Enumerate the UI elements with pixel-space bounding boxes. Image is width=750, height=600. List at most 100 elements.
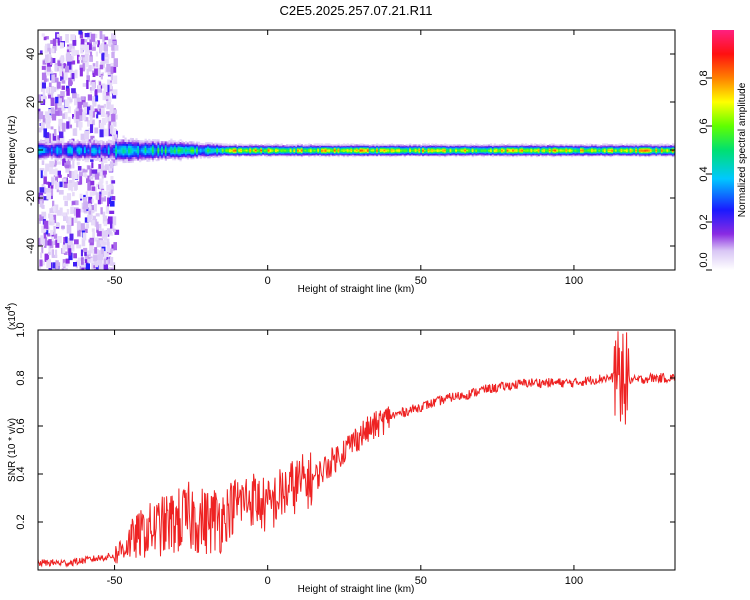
spectrogram-band-cell [471,151,474,153]
spectrogram-band-cell [93,150,96,153]
spectrogram-band-cell [444,145,447,147]
spectrogram-band-cell [350,143,353,145]
spectrogram-band-cell [71,152,74,155]
spectrogram-band-cell [622,153,625,155]
spectrogram-noise-cell [72,159,75,169]
spectrogram-band-cell [598,144,601,146]
spectrogram-band-cell [80,146,83,149]
spectrogram-band-cell [468,147,471,150]
spectrogram-band-cell [403,152,406,154]
spectrogram-band-cell [545,149,548,152]
spectrogram-band-cell [78,150,81,153]
spectrogram-band-cell [526,154,529,156]
spectrogram-noise-cell [99,182,103,188]
spectrogram-band-cell [486,145,489,147]
spectrogram-band-cell [98,155,101,158]
spectrogram-band-cell [389,148,392,151]
spectrogram-band-cell [556,154,559,157]
spectrogram-noise-cell [53,77,59,83]
spectrogram-band-cell [365,150,368,152]
spectrogram-band-cell [501,146,504,148]
spectrogram-band-cell [343,150,346,152]
spectrogram-band-cell [229,151,232,153]
spectrogram-band-cell [133,156,136,159]
spectrogram-band-cell [337,151,340,153]
spectrogram-band-cell [506,153,509,155]
spectrogram-band-cell [442,148,445,151]
spectrogram-band-cell [348,153,351,155]
spectrogram-band-cell [264,146,267,148]
spectrogram-band-cell [192,152,195,154]
spectrogram-band-cell [508,154,511,157]
spectrogram-noise-cell [38,265,42,270]
spectrogram-band-cell [565,146,568,148]
spectrogram-band-cell [420,151,423,153]
spectrogram-noise-cell [84,53,89,62]
spectrogram-noise-cell [102,157,108,164]
spectrogram-band-cell [199,151,202,154]
spectrogram-band-cell [304,152,307,154]
spectrogram-band-cell [346,154,349,156]
spectrogram-noise-cell [54,64,58,72]
spectrogram-band-cell [210,144,213,147]
spectrogram-band-cell [278,151,281,153]
spectrogram-band-cell [423,146,427,148]
spectrogram-band-cell [214,149,217,152]
spectrogram-band-cell [129,141,133,145]
spectrogram-band-cell [477,145,480,147]
spectrogram-band-cell [407,147,410,150]
spectrogram-band-cell [497,147,500,150]
spectrogram-noise-cell [101,57,105,64]
spectrogram-band-cell [174,152,177,155]
spectrogram-band-cell [512,151,515,153]
spectrogram-band-cell [624,144,627,146]
spectrogram-band-cell [381,149,384,152]
spectrogram-noise-cell [87,94,92,101]
spectrogram-band-cell [65,147,68,150]
spectrogram-band-cell [578,154,581,157]
spectrogram-band-cell [306,150,309,152]
spectrogram-band-cell [528,148,531,151]
spectrogram-band-cell [295,151,298,153]
spectrogram-band-cell [207,156,210,159]
spectrogram-band-cell [291,147,294,150]
spectrogram-band-cell [315,146,318,149]
spectrogram-band-cell [537,146,540,149]
spectrogram-band-cell [232,149,235,152]
spectrogram-band-cell [603,146,607,148]
spectrogram-band-cell [517,144,520,146]
spectrogram-band-cell [273,154,276,156]
spectrogram-band-cell [352,146,355,149]
spectrogram-band-cell [148,145,151,148]
spectrogram-band-cell [208,142,212,145]
spectrogram-noise-cell [80,262,86,268]
spectrogram-band-cell [199,148,202,150]
spectrogram-band-cell [85,150,88,153]
spectrogram-band-cell [286,152,289,154]
spectrogram-noise-cell [92,257,96,266]
spectrogram-band-cell [541,146,544,148]
spectrogram-band-cell [532,147,535,150]
spectrogram-band-cell [350,148,353,151]
spectrogram-band-cell [72,141,76,144]
spectrogram-band-cell [609,146,612,149]
spectrogram-band-cell [346,153,349,155]
spectrogram-band-cell [341,151,344,153]
spectrogram-band-cell [286,146,289,148]
spectrogram-band-cell [477,144,480,146]
spectrogram-band-cell [131,139,134,143]
spectrogram-band-cell [583,146,586,149]
spectrogram-band-cell [468,148,471,151]
spectrogram-band-cell [365,154,368,156]
spectrogram-noise-cell [45,163,50,172]
spectrogram-band-cell [473,148,476,151]
spectrogram-band-cell [293,144,296,146]
spectrogram-band-cell [185,154,188,157]
spectrogram-band-cell [416,146,419,149]
spectrogram-band-cell [133,152,136,156]
spectrogram-noise-cell [50,185,54,189]
spectrogram-band-cell [265,146,269,148]
spectrogram-band-cell [458,152,461,154]
spectrogram-band-cell [377,152,381,154]
spectrogram-noise-cell [46,192,52,200]
